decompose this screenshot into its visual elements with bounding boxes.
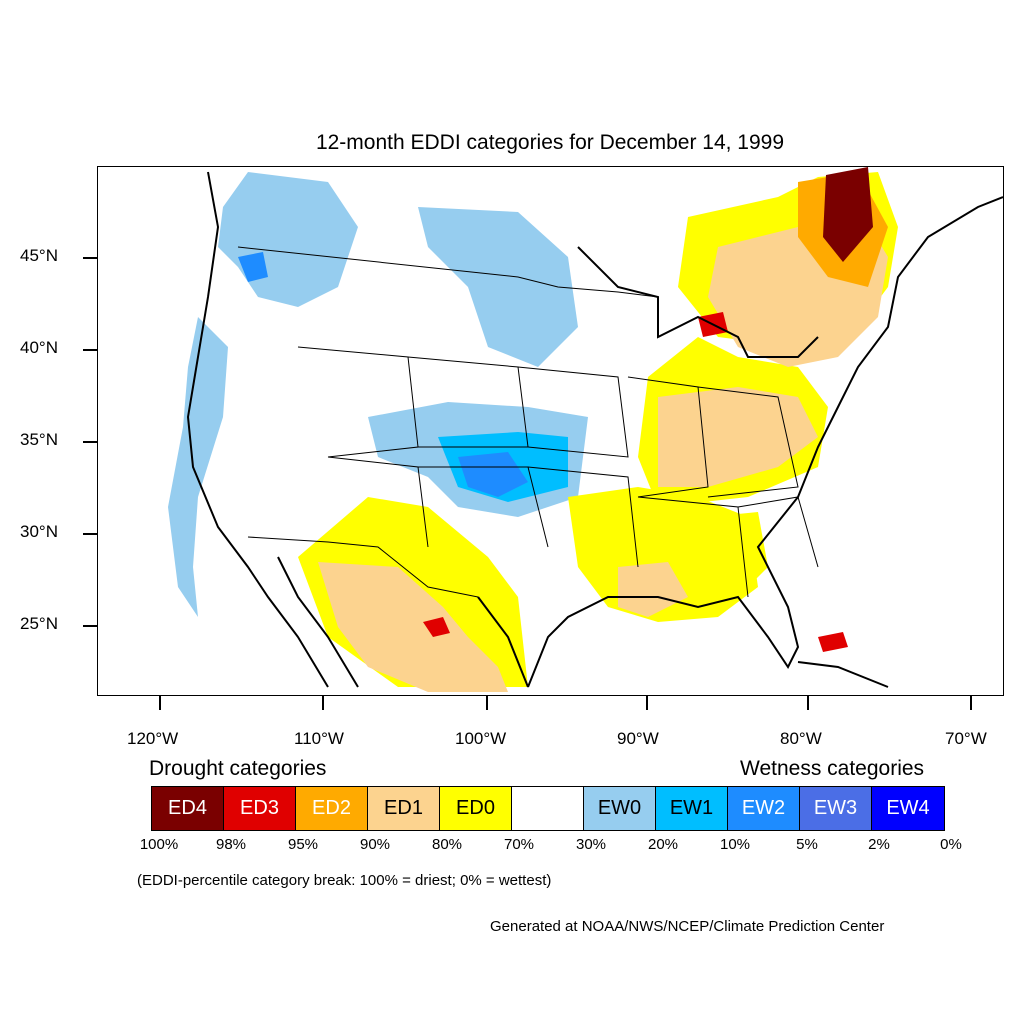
percent-break-label: 90% — [359, 836, 391, 853]
ed1-region-ohio-valley — [658, 387, 818, 487]
legend-box-ed3: ED3 — [224, 787, 296, 830]
percent-break-label: 20% — [647, 836, 679, 853]
ed3-spot-florida-keys — [818, 632, 848, 652]
ew2-region-central-plains — [458, 452, 528, 497]
legend-box-ed4: ED4 — [152, 787, 224, 830]
category-note: (EDDI-percentile category break: 100% = … — [137, 872, 552, 889]
lat-tick — [83, 349, 97, 351]
lat-label: 25°N — [20, 614, 58, 633]
category-shading — [168, 167, 898, 692]
mexico-border — [247, 536, 479, 598]
lon-tick — [807, 696, 809, 710]
lon-tick — [322, 696, 324, 710]
percent-break-label: 2% — [868, 836, 890, 853]
map-panel — [97, 166, 1004, 696]
percent-break-label: 100% — [139, 836, 179, 853]
drought-heading: Drought categories — [149, 757, 327, 780]
lon-label: 80°W — [780, 729, 822, 748]
state-line — [297, 346, 419, 458]
state-line — [627, 376, 709, 498]
state-line — [517, 366, 629, 458]
percent-break-label: 30% — [575, 836, 607, 853]
wet-region-pacific-coast — [168, 317, 228, 617]
lon-tick — [486, 696, 488, 710]
pacific-coastline — [186, 171, 329, 688]
lon-label: 120°W — [127, 729, 179, 748]
state-line — [737, 496, 819, 568]
wetness-heading: Wetness categories — [740, 757, 925, 780]
percent-break-label: 0% — [940, 836, 962, 853]
ed3-spot-rio-grande — [423, 617, 450, 637]
lon-tick — [646, 696, 648, 710]
state-line — [697, 386, 799, 498]
lon-tick — [159, 696, 161, 710]
coastlines — [186, 171, 1003, 688]
category-legend: ED4 ED3 ED2 ED1 ED0 EW0 EW1 EW2 EW3 EW4 — [151, 786, 945, 831]
wet-region-north-plains — [418, 207, 578, 367]
baja-coastline — [277, 556, 359, 688]
ed4-region-quebec — [823, 167, 873, 262]
legend-box-ed1: ED1 — [368, 787, 440, 830]
ed0-region-florida — [708, 512, 768, 587]
percent-break-label: 70% — [503, 836, 535, 853]
cuba-outline — [797, 661, 889, 688]
legend-box-ew3: EW3 — [800, 787, 872, 830]
state-line — [407, 356, 529, 448]
legend-box-ew4: EW4 — [872, 787, 944, 830]
percent-break-label: 10% — [719, 836, 751, 853]
lat-label: 35°N — [20, 430, 58, 449]
percent-break-label: 5% — [796, 836, 818, 853]
eddi-map — [168, 167, 1003, 692]
lon-label: 100°W — [455, 729, 507, 748]
map-title: 12-month EDDI categories for December 14… — [315, 131, 785, 154]
lon-label: 70°W — [945, 729, 987, 748]
state-borders — [237, 246, 819, 598]
lat-tick — [83, 257, 97, 259]
credit-line: Generated at NOAA/NWS/NCEP/Climate Predi… — [490, 918, 885, 935]
lon-label: 110°W — [294, 729, 344, 748]
ed1-region-gulf — [618, 562, 688, 617]
ew1-region-northwest — [238, 252, 268, 282]
lat-tick — [83, 625, 97, 627]
lat-label: 40°N — [20, 338, 58, 357]
lat-tick — [83, 533, 97, 535]
canada-border — [237, 246, 659, 298]
great-lakes-outline — [577, 246, 819, 358]
lat-tick — [83, 441, 97, 443]
percent-break-label: 80% — [431, 836, 463, 853]
legend-box-ew2: EW2 — [728, 787, 800, 830]
wet-region-northwest — [218, 172, 358, 307]
state-line — [527, 466, 639, 568]
gulf-coastline — [477, 196, 1003, 688]
percent-break-label: 98% — [215, 836, 247, 853]
ed1-region-mexico — [318, 562, 508, 692]
legend-box-ew0: EW0 — [584, 787, 656, 830]
legend-box-ed2: ED2 — [296, 787, 368, 830]
lon-tick — [970, 696, 972, 710]
legend-box-ed0: ED0 — [440, 787, 512, 830]
legend-box-ew1: EW1 — [656, 787, 728, 830]
percent-break-label: 95% — [287, 836, 319, 853]
legend-box-neutral — [512, 787, 584, 830]
lon-label: 90°W — [617, 729, 659, 748]
lat-label: 45°N — [20, 246, 58, 265]
lat-label: 30°N — [20, 522, 58, 541]
